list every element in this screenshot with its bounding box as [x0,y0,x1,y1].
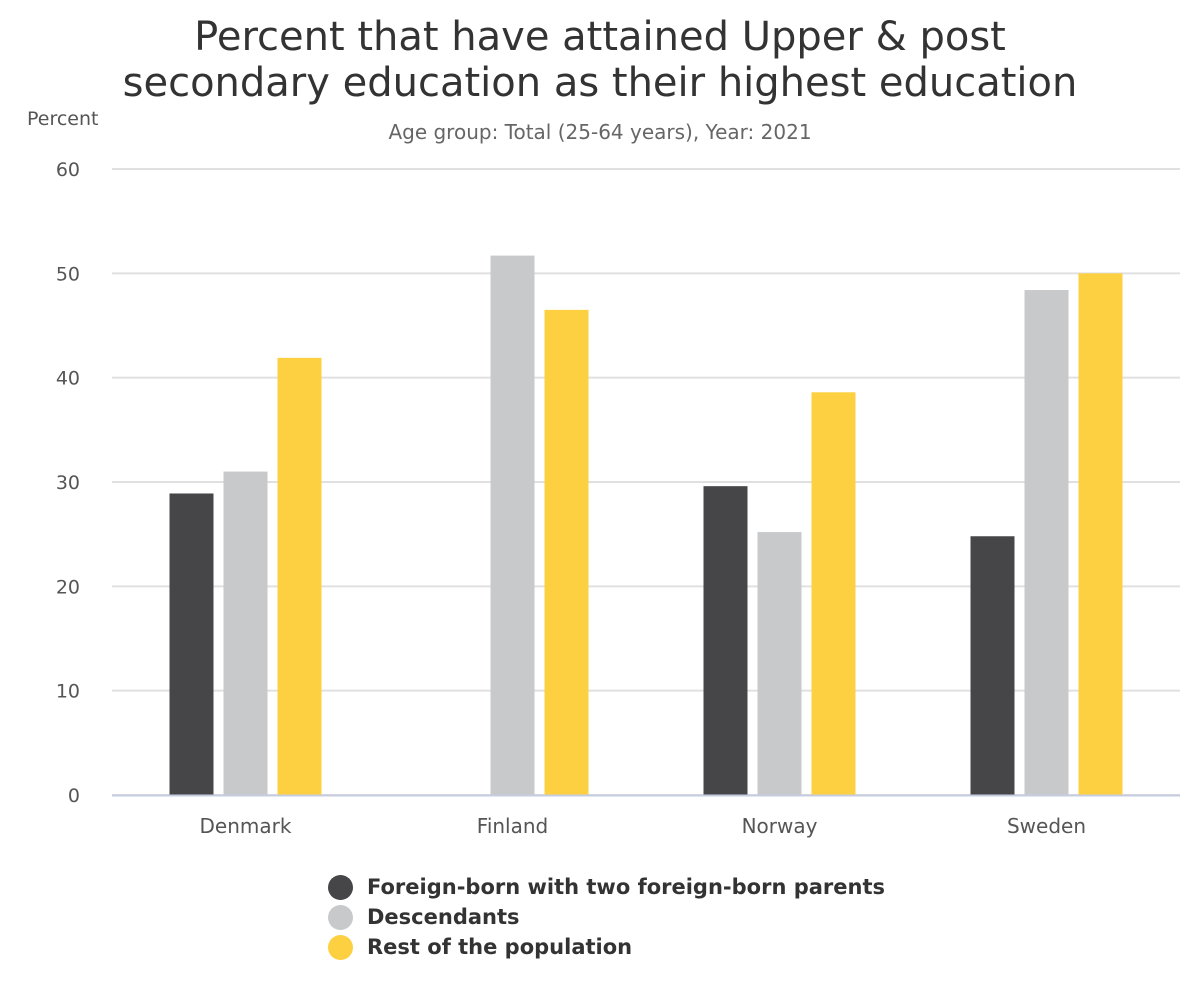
legend-label: Rest of the population [367,935,633,959]
legend-dot-icon [328,934,353,960]
y-axis-label: Percent [27,108,99,130]
y-tick-label: 50 [56,263,80,285]
legend-item-rest[interactable]: Rest of the population [328,932,885,962]
legend-item-foreign-born[interactable]: Foreign-born with two foreign-born paren… [328,872,885,902]
bar-finland-1 [490,255,535,795]
chart-subtitle: Age group: Total (25-64 years), Year: 20… [388,120,812,144]
x-tick-label: Sweden [1007,814,1086,838]
bar-denmark-0 [169,493,214,795]
bar-norway-2 [811,392,856,795]
legend-dot-icon [328,874,353,900]
bar-sweden-1 [1024,290,1069,795]
legend-label: Descendants [367,905,520,929]
x-tick-label: Norway [742,814,818,838]
bar-norway-1 [757,532,802,795]
y-tick-label: 0 [68,785,80,807]
legend: Foreign-born with two foreign-born paren… [328,872,885,962]
y-tick-label: 10 [56,681,80,703]
bar-sweden-0 [970,536,1015,795]
legend-item-descendants[interactable]: Descendants [328,902,885,932]
y-tick-label: 30 [56,472,80,494]
chart-title-line-1: Percent that have attained Upper & post [194,14,1006,60]
x-tick-label: Denmark [200,814,292,838]
legend-dot-icon [328,904,353,930]
bar-finland-2 [544,309,589,795]
y-tick-label: 20 [56,576,80,598]
x-tick-label: Finland [477,814,548,838]
bar-sweden-2 [1078,273,1123,795]
chart-title-line-2: secondary education as their highest edu… [122,60,1078,106]
chart-title: Percent that have attained Upper & post … [0,14,1200,106]
legend-label: Foreign-born with two foreign-born paren… [367,875,885,899]
bar-denmark-2 [277,357,322,795]
y-tick-label: 40 [56,368,80,390]
bar-denmark-1 [223,471,268,795]
y-tick-label: 60 [56,159,80,181]
bar-norway-0 [703,486,748,795]
